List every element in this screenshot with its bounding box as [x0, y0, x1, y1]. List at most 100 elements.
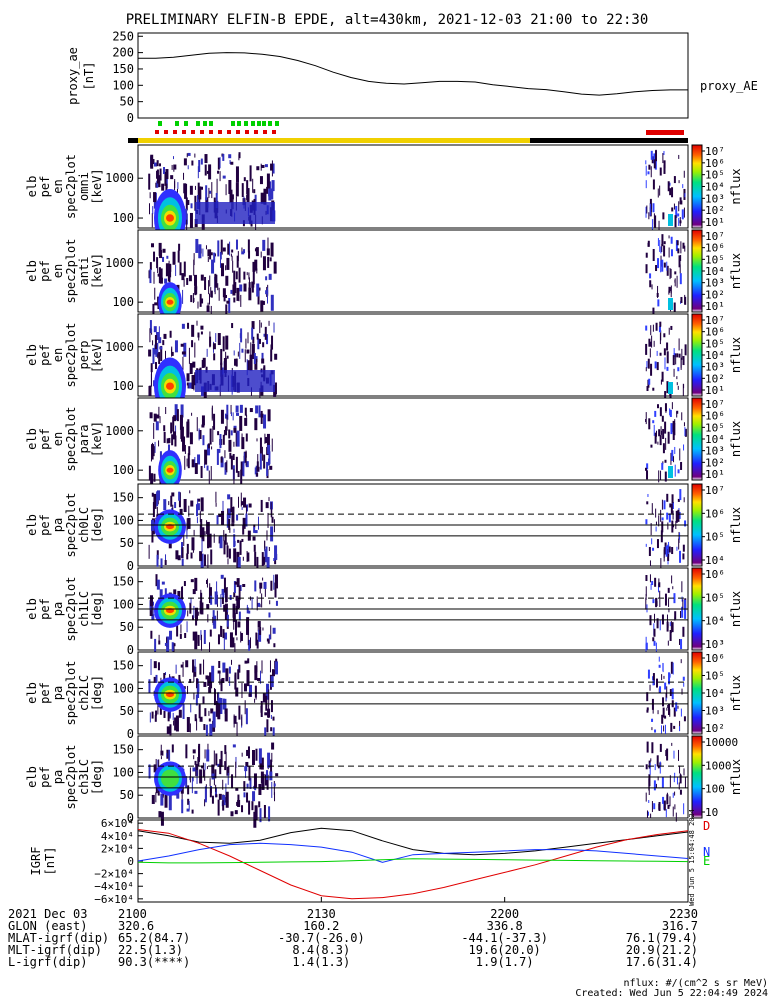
spec-pixel: [255, 632, 258, 646]
spec-pixel: [670, 722, 673, 732]
spec-pixel: [679, 777, 682, 784]
igrf-series-E: [137, 858, 689, 864]
spec-pixel: [213, 689, 216, 706]
spec-pixel: [216, 178, 218, 195]
spec-pixel: [674, 271, 677, 275]
spec-pixel: [659, 323, 661, 328]
spec-pixel: [267, 708, 271, 718]
spec-pixel: [201, 415, 205, 426]
spec-pixel: [681, 688, 683, 695]
spec-pixel: [160, 750, 164, 756]
spec-pixel: [259, 437, 262, 454]
spec-pixel: [683, 444, 685, 451]
spec-pixel: [680, 241, 682, 254]
spec-pixel: [682, 544, 685, 552]
footer-value: 160.2: [303, 919, 339, 933]
spec-pixel: [148, 270, 150, 279]
spec-pixel: [254, 530, 258, 534]
spec-pixel: [153, 473, 156, 482]
spec-pixel: [190, 703, 192, 713]
spec-ytick-label: 50: [120, 536, 134, 550]
spec-pixel: [241, 501, 245, 506]
spec-pixel: [647, 669, 650, 679]
spec-pixel: [258, 287, 261, 291]
spec-pixel: [673, 777, 675, 783]
colorbar-tick-label: 10: [705, 806, 718, 819]
spec-pixel: [680, 611, 682, 619]
spec-pixel: [193, 385, 195, 391]
spec-pixel: [246, 617, 250, 621]
spec-pixel: [648, 164, 651, 170]
spec-pixel: [261, 446, 263, 461]
spec-pixel: [659, 333, 661, 345]
spec-pixel: [666, 342, 669, 351]
spec-pixel: [222, 794, 225, 811]
spec-pixel: [659, 239, 661, 252]
spec-pixel: [235, 456, 238, 473]
spec-pixel: [678, 510, 680, 522]
spec-pixel: [266, 433, 270, 449]
spec-pixel: [674, 215, 677, 228]
spec-pixel: [150, 445, 152, 462]
spec-pixel: [230, 161, 234, 165]
spec-pixel: [209, 583, 211, 588]
spec-pixel: [158, 640, 161, 645]
spec-pixel: [220, 348, 223, 365]
spec-pixel: [672, 355, 675, 366]
footer-value: 8.4(8.3): [292, 943, 350, 957]
spec-pixel: [162, 256, 165, 262]
spec-pixel: [239, 333, 242, 339]
spec-pixel: [243, 177, 246, 182]
spec-pixel: [187, 152, 191, 156]
spec-pixel: [678, 749, 680, 761]
spec-pixel: [229, 189, 233, 203]
spec-pixel: [230, 811, 234, 817]
spec-data-right: [645, 321, 687, 402]
spec-pixel: [170, 495, 173, 507]
spec-pixel: [645, 343, 648, 355]
spec-pixel: [662, 212, 665, 220]
spec-pixel: [230, 455, 233, 470]
spec-pixel: [651, 742, 654, 754]
spec-pixel: [647, 171, 650, 175]
spec-pixel: [185, 776, 188, 789]
spec-pixel: [246, 359, 248, 376]
spec-pixel: [178, 491, 181, 501]
spec-pixel: [171, 348, 173, 357]
spec-pixel: [217, 283, 219, 291]
spec-pixel: [185, 660, 189, 668]
spec-pixel: [200, 466, 203, 479]
spec-pixel: [668, 286, 671, 293]
spec-pixel: [200, 630, 202, 641]
spec-pixel: [661, 243, 663, 252]
spec-pixel: [253, 353, 256, 365]
spec-pixel: [684, 344, 687, 356]
spec-pixel: [226, 414, 228, 431]
spec-ylabel-line: ch0LC: [77, 507, 91, 543]
spec-pixel: [657, 285, 659, 298]
spec-pixel: [243, 271, 246, 280]
spec-pixel: [676, 411, 678, 418]
spec-pixel: [168, 749, 171, 761]
spec-pixel: [174, 179, 176, 189]
spec-pixel: [219, 251, 221, 268]
spec-pixel: [683, 768, 685, 776]
spec-pixel: [214, 787, 217, 798]
spec-pixel: [154, 714, 157, 722]
spec-pixel: [673, 750, 675, 759]
spec-pixel: [670, 285, 672, 294]
spec-pixel: [674, 611, 677, 620]
spec-pixel: [218, 513, 222, 517]
spec-pixel: [223, 540, 226, 555]
spec-pixel: [203, 659, 205, 675]
spec-ylabel-line: [keV]: [90, 168, 104, 204]
spec-pixel: [222, 288, 226, 298]
spec-pixel: [264, 326, 267, 340]
spec-pixel: [681, 412, 683, 421]
spec-pixel: [225, 265, 227, 271]
spec-pixel: [189, 767, 191, 783]
spec-pixel: [225, 668, 229, 682]
spec-pixel: [683, 682, 685, 687]
spec-ylabel-line: en: [51, 432, 65, 446]
spec-pixel: [253, 544, 256, 552]
